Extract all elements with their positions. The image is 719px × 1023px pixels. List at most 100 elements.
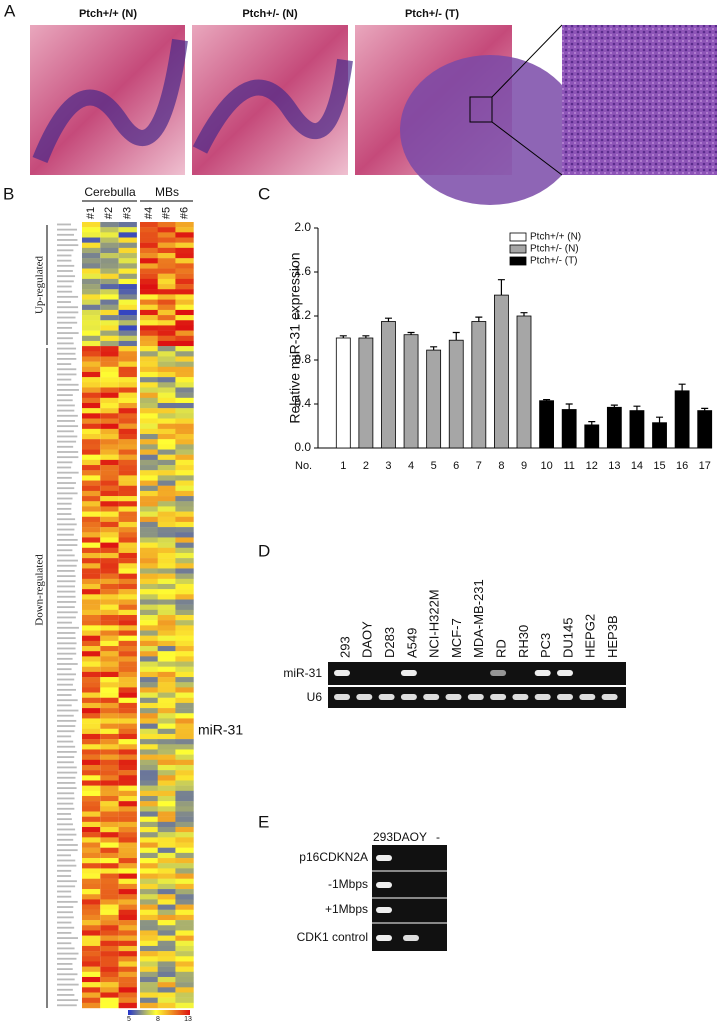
band: [334, 670, 350, 676]
heatmap-cell: [157, 630, 176, 636]
heatmap-cell: [140, 651, 159, 657]
heatmap-cell: [100, 527, 119, 533]
heatmap-cell: [82, 759, 101, 766]
heatmap-cell: [175, 537, 194, 543]
heatmap-cell: [82, 785, 101, 792]
heatmap-cell: [175, 547, 194, 554]
heatmap-cell: [100, 863, 119, 869]
heatmap-cell: [82, 754, 101, 760]
heatmap-cell: [100, 480, 119, 486]
heatmap-cell: [82, 594, 101, 600]
heatmap-cell: [157, 258, 176, 264]
heatmap-cell: [118, 847, 137, 854]
heatmap-cell: [157, 273, 176, 280]
heatmap-cell: [175, 785, 194, 792]
heatmap-cell: [118, 521, 137, 528]
heatmap-cell: [140, 971, 159, 978]
heatmap-cell: [175, 299, 194, 305]
heatmap-cell: [175, 382, 194, 388]
heatmap-cell: [140, 335, 159, 342]
row-label-stub: [57, 823, 73, 826]
heatmap-cell: [118, 620, 137, 626]
heatmap-cell: [82, 852, 101, 859]
heatmap-cell: [175, 956, 194, 962]
heatmap-cell: [140, 920, 159, 926]
heatmap-cell: [82, 289, 101, 295]
heatmap-cell: [100, 242, 119, 249]
heatmap-cell: [157, 858, 176, 864]
heatmap-cell: [140, 816, 159, 823]
y-tick-label: 0.8: [294, 352, 311, 366]
heatmap-cell: [175, 578, 194, 585]
heatmap-cell: [82, 299, 101, 305]
heatmap-cell: [140, 278, 159, 285]
heatmap-cell: [100, 247, 119, 254]
heatmap-cell: [100, 842, 119, 848]
heatmap-cell: [100, 687, 119, 693]
heatmap-cell: [175, 330, 194, 336]
heatmap-cell: [118, 785, 137, 792]
heatmap-cell: [82, 496, 101, 502]
heatmap-cell: [118, 961, 137, 967]
heatmap-cell: [100, 847, 119, 854]
heatmap-cell: [100, 997, 119, 1004]
heatmap-cell: [118, 496, 137, 502]
heatmap-cell: [82, 583, 101, 590]
bar: [561, 409, 577, 449]
row-label-stub: [57, 694, 72, 696]
row-label-stub: [57, 254, 72, 257]
heatmap-cell: [157, 444, 176, 450]
row-label-stub: [57, 259, 72, 262]
y-tick-label: 2.0: [294, 220, 311, 234]
heatmap-cell: [118, 594, 137, 600]
heatmap-cell: [82, 904, 101, 910]
row-label-stub: [57, 838, 74, 841]
heatmap-cell: [82, 661, 101, 667]
heatmap-cell: [118, 811, 137, 817]
heatmap-cell: [175, 335, 194, 342]
heatmap-cell: [100, 935, 119, 941]
heatmap-cell: [140, 589, 159, 595]
row-label-stub: [57, 973, 78, 976]
heatmap-cell: [175, 930, 194, 936]
heatmap-cell: [118, 490, 137, 497]
heatmap-cell: [157, 759, 176, 766]
error-bar: [384, 317, 392, 322]
heatmap-cell: [100, 827, 119, 833]
x-tick-label: 11: [563, 460, 574, 472]
heatmap-cell: [100, 330, 119, 336]
heatmap-cell: [140, 770, 159, 776]
row-label-stub: [57, 249, 74, 252]
heatmap-cell: [175, 583, 194, 590]
group-label: Cerebulla: [84, 185, 136, 199]
heatmap-cell: [140, 744, 159, 750]
row-label-stub: [57, 575, 76, 577]
heatmap-cell: [118, 340, 137, 347]
heatmap-cell: [118, 894, 137, 900]
bar: [403, 334, 419, 449]
heatmap-cell: [140, 465, 159, 471]
error-bar: [520, 312, 528, 316]
heatmap-cell: [118, 646, 137, 652]
heatmap-cell: [140, 402, 159, 409]
row-label-stub: [57, 544, 78, 546]
row-label-stub: [57, 585, 75, 588]
heatmap-cell: [157, 346, 176, 352]
heatmap-cell: [118, 759, 137, 766]
heatmap-cell: [175, 728, 194, 735]
x-tick-label: 3: [385, 460, 391, 472]
heatmap-cell: [100, 837, 119, 843]
heatmap-cell: [140, 299, 159, 305]
heatmap-cell: [140, 237, 159, 243]
heatmap-cell: [118, 537, 137, 543]
heatmap-cell: [140, 801, 159, 807]
row-label-stub: [57, 709, 79, 712]
row-label-stub: [57, 570, 75, 572]
heatmap-cell: [118, 361, 137, 367]
heatmap-cell: [100, 299, 119, 305]
heatmap-cell: [157, 382, 176, 388]
heatmap-cell: [118, 459, 137, 466]
row-label-stub: [57, 761, 74, 764]
heatmap-cell: [175, 982, 194, 988]
heatmap-cell: [118, 940, 137, 947]
